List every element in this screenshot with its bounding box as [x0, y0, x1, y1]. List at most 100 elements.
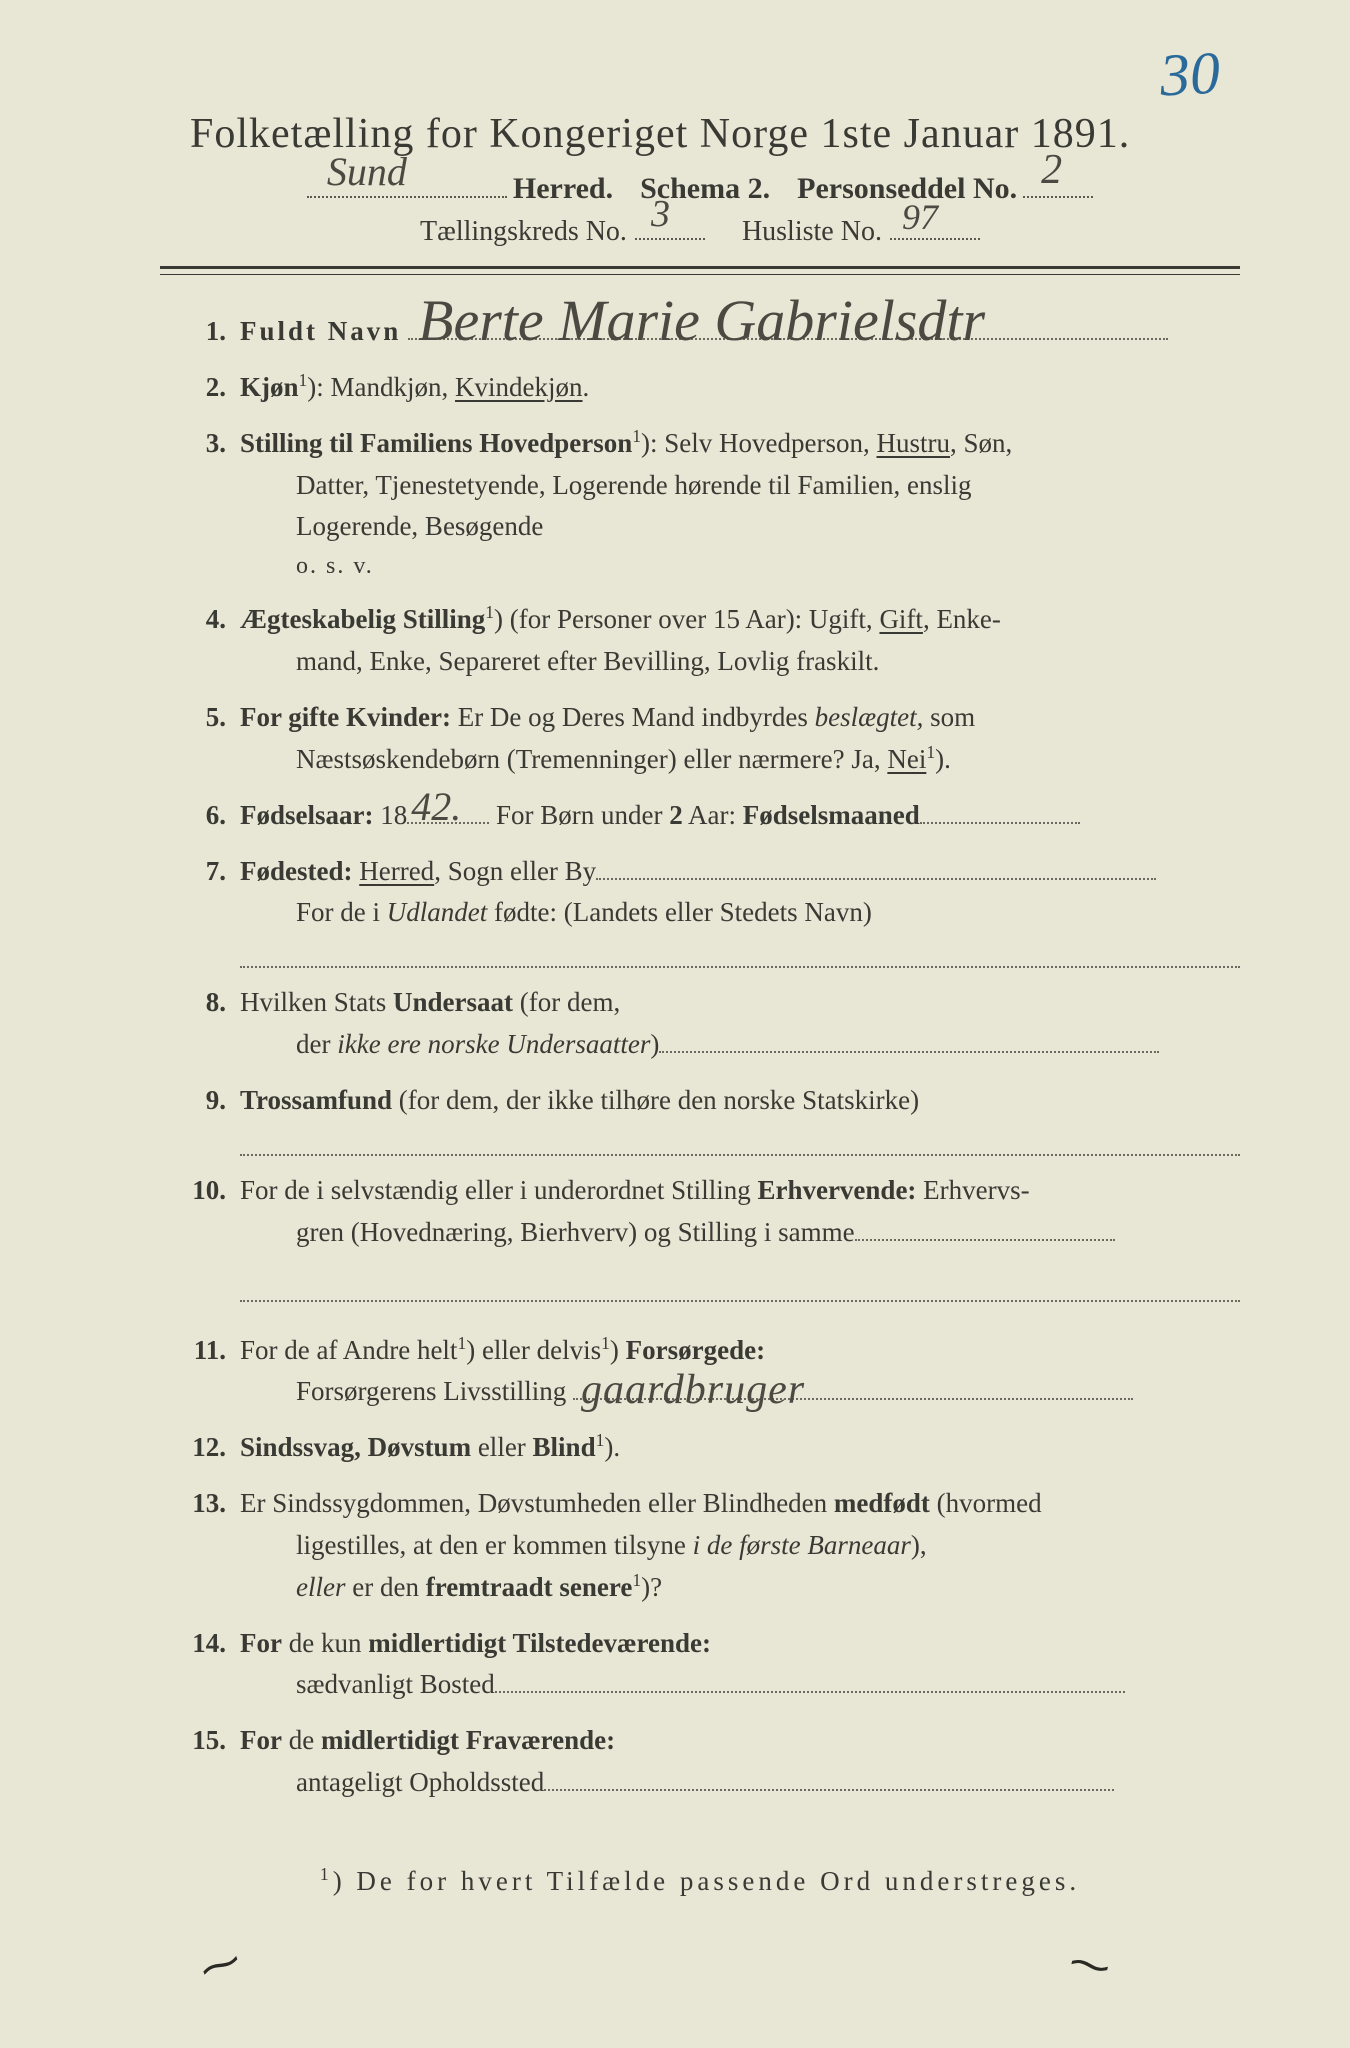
mark-left: ⁓: [193, 1936, 247, 1994]
husliste-value: 97: [902, 196, 938, 238]
item-11-text-a: For de af Andre helt: [240, 1335, 457, 1365]
personseddel-value-field: 2: [1023, 170, 1093, 198]
livsstilling-value: gaardbruger: [581, 1358, 805, 1423]
item-11: 11. For de af Andre helt1) eller delvis1…: [170, 1330, 1240, 1414]
footnote-sup: 1: [320, 1864, 333, 1884]
name-value: Berte Marie Gabrielsdtr: [418, 276, 985, 366]
item-11-sup1: 1: [457, 1333, 466, 1353]
mark-right: ⁓: [1065, 1937, 1116, 1993]
item-10-fill1: [855, 1239, 1115, 1241]
item-9-text: (for dem, der ikke tilhøre den norske St…: [392, 1085, 919, 1115]
item-3-underlined: Hustru: [877, 428, 951, 458]
item-3: 3. Stilling til Familiens Hovedperson1):…: [170, 423, 1240, 586]
header-row-1: Sund Herred. Schema 2. Personseddel No. …: [160, 170, 1240, 206]
item-4: 4. Ægteskabelig Stilling1) (for Personer…: [170, 599, 1240, 683]
item-12-body: Sindssvag, Døvstum eller Blind1).: [240, 1427, 1240, 1469]
item-13-num: 13.: [170, 1483, 240, 1609]
item-9-bold: Trossamfund: [240, 1085, 392, 1115]
item-1-body: Fuldt Navn Berte Marie Gabrielsdtr: [240, 311, 1240, 353]
item-6-text-a: For Børn under: [489, 800, 669, 830]
tk-value: 3: [651, 192, 670, 236]
item-14-bold-a: For: [240, 1628, 282, 1658]
item-1: 1. Fuldt Navn Berte Marie Gabrielsdtr: [170, 311, 1240, 353]
item-8-line2b: ): [650, 1029, 659, 1059]
item-7-underlined: Herred: [359, 856, 434, 886]
item-4-text-a: ) (for Personer over 15 Aar): Ugift,: [494, 604, 879, 634]
item-15-line2: antageligt Opholdssted: [240, 1762, 1240, 1804]
item-10: 10. For de i selvstændig eller i underor…: [170, 1170, 1240, 1302]
item-2-label: Kjøn: [240, 372, 299, 402]
item-10-fill2: [240, 1278, 1240, 1302]
item-5-body: For gifte Kvinder: Er De og Deres Mand i…: [240, 697, 1240, 781]
personseddel-value: 2: [1041, 146, 1062, 194]
item-5-label: For gifte Kvinder:: [240, 702, 451, 732]
item-4-num: 4.: [170, 599, 240, 683]
item-9-body: Trossamfund (for dem, der ikke tilhøre d…: [240, 1080, 1240, 1156]
item-15-bold-b: midlertidigt Fraværende:: [321, 1725, 615, 1755]
item-4-line2: mand, Enke, Separeret efter Bevilling, L…: [240, 641, 1240, 683]
item-11-num: 11.: [170, 1330, 240, 1414]
item-6-text-b: Aar:: [683, 800, 743, 830]
item-12-bold: Sindssvag, Døvstum: [240, 1432, 471, 1462]
item-14: 14. For de kun midlertidigt Tilstedevære…: [170, 1623, 1240, 1707]
item-4-label: Ægteskabelig Stilling: [240, 604, 485, 634]
item-13-line3b: er den: [345, 1572, 425, 1602]
item-7-line2: For de i Udlandet fødte: (Landets eller …: [240, 892, 1240, 934]
item-10-text-b: Erhvervs-: [916, 1175, 1029, 1205]
tk-value-field: 3: [635, 214, 705, 240]
item-2-num: 2.: [170, 367, 240, 409]
item-6-num: 6.: [170, 795, 240, 837]
item-8-bold: Undersaat: [393, 987, 513, 1017]
item-13-italic1: i de første Barneaar: [693, 1530, 911, 1560]
item-15-num: 15.: [170, 1720, 240, 1804]
name-field: Berte Marie Gabrielsdtr: [408, 312, 1168, 340]
item-6-fill: [920, 822, 1080, 824]
item-5-italic1: beslægtet,: [815, 702, 924, 732]
item-12-num: 12.: [170, 1427, 240, 1469]
item-7-label: Fødested:: [240, 856, 352, 886]
item-5-line2: Næstsøskendebørn (Tremenninger) eller næ…: [240, 739, 1240, 781]
item-7-line2b: fødte: (Landets eller Stedets Navn): [487, 897, 872, 927]
item-3-body: Stilling til Familiens Hovedperson1): Se…: [240, 423, 1240, 586]
item-8-line2: der ikke ere norske Undersaatter): [240, 1024, 1240, 1066]
item-12: 12. Sindssvag, Døvstum eller Blind1).: [170, 1427, 1240, 1469]
item-15: 15. For de midlertidigt Fraværende: anta…: [170, 1720, 1240, 1804]
item-10-line2-text: gren (Hovednæring, Bierhverv) og Stillin…: [296, 1217, 855, 1247]
item-7-text-a: , Sogn eller By: [434, 856, 596, 886]
item-2: 2. Kjøn1): Mandkjøn, Kvindekjøn.: [170, 367, 1240, 409]
item-13-bold: medfødt: [834, 1488, 930, 1518]
item-1-num: 1.: [170, 311, 240, 353]
livsstilling-field: gaardbruger: [573, 1376, 1133, 1400]
item-7: 7. Fødested: Herred, Sogn eller By For d…: [170, 851, 1240, 969]
item-10-body: For de i selvstændig eller i underordnet…: [240, 1170, 1240, 1302]
item-8-fill: [659, 1051, 1159, 1053]
item-14-line2-text: sædvanligt Bosted: [296, 1669, 495, 1699]
item-15-bold-a: For: [240, 1725, 282, 1755]
item-2-underlined: Kvindekjøn: [455, 372, 583, 402]
herred-value-field: Sund: [307, 170, 507, 198]
item-14-fill: [495, 1691, 1125, 1693]
item-9-fill: [240, 1132, 1240, 1156]
item-8: 8. Hvilken Stats Undersaat (for dem, der…: [170, 982, 1240, 1066]
item-15-body: For de midlertidigt Fraværende: antageli…: [240, 1720, 1240, 1804]
item-13-line3a: eller: [296, 1572, 345, 1602]
census-form-page: 30 Folketælling for Kongeriget Norge 1st…: [0, 0, 1350, 2048]
item-13-line3: eller er den fremtraadt senere1)?: [240, 1567, 1240, 1609]
item-15-line2-text: antageligt Opholdssted: [296, 1767, 544, 1797]
item-13-line2b: ),: [911, 1530, 927, 1560]
item-14-body: For de kun midlertidigt Tilstedeværende:…: [240, 1623, 1240, 1707]
item-11-line2: Forsørgerens Livsstilling gaardbruger: [240, 1371, 1240, 1413]
items-list: 1. Fuldt Navn Berte Marie Gabrielsdtr 2.…: [160, 311, 1240, 1804]
item-14-bold-b: midlertidigt Tilstedeværende:: [368, 1628, 711, 1658]
item-10-bold: Erhvervende:: [757, 1175, 916, 1205]
item-5-text-b: som: [923, 702, 975, 732]
item-2-body: Kjøn1): Mandkjøn, Kvindekjøn.: [240, 367, 1240, 409]
item-5-line2b: ).: [935, 744, 951, 774]
item-8-body: Hvilken Stats Undersaat (for dem, der ik…: [240, 982, 1240, 1066]
item-11-line2-text: Forsørgerens Livsstilling: [296, 1376, 566, 1406]
item-11-sup2: 1: [601, 1333, 610, 1353]
item-8-italic: ikke ere norske Undersaatter: [337, 1029, 650, 1059]
item-5: 5. For gifte Kvinder: Er De og Deres Man…: [170, 697, 1240, 781]
item-4-body: Ægteskabelig Stilling1) (for Personer ov…: [240, 599, 1240, 683]
item-13: 13. Er Sindssygdommen, Døvstumheden elle…: [170, 1483, 1240, 1609]
